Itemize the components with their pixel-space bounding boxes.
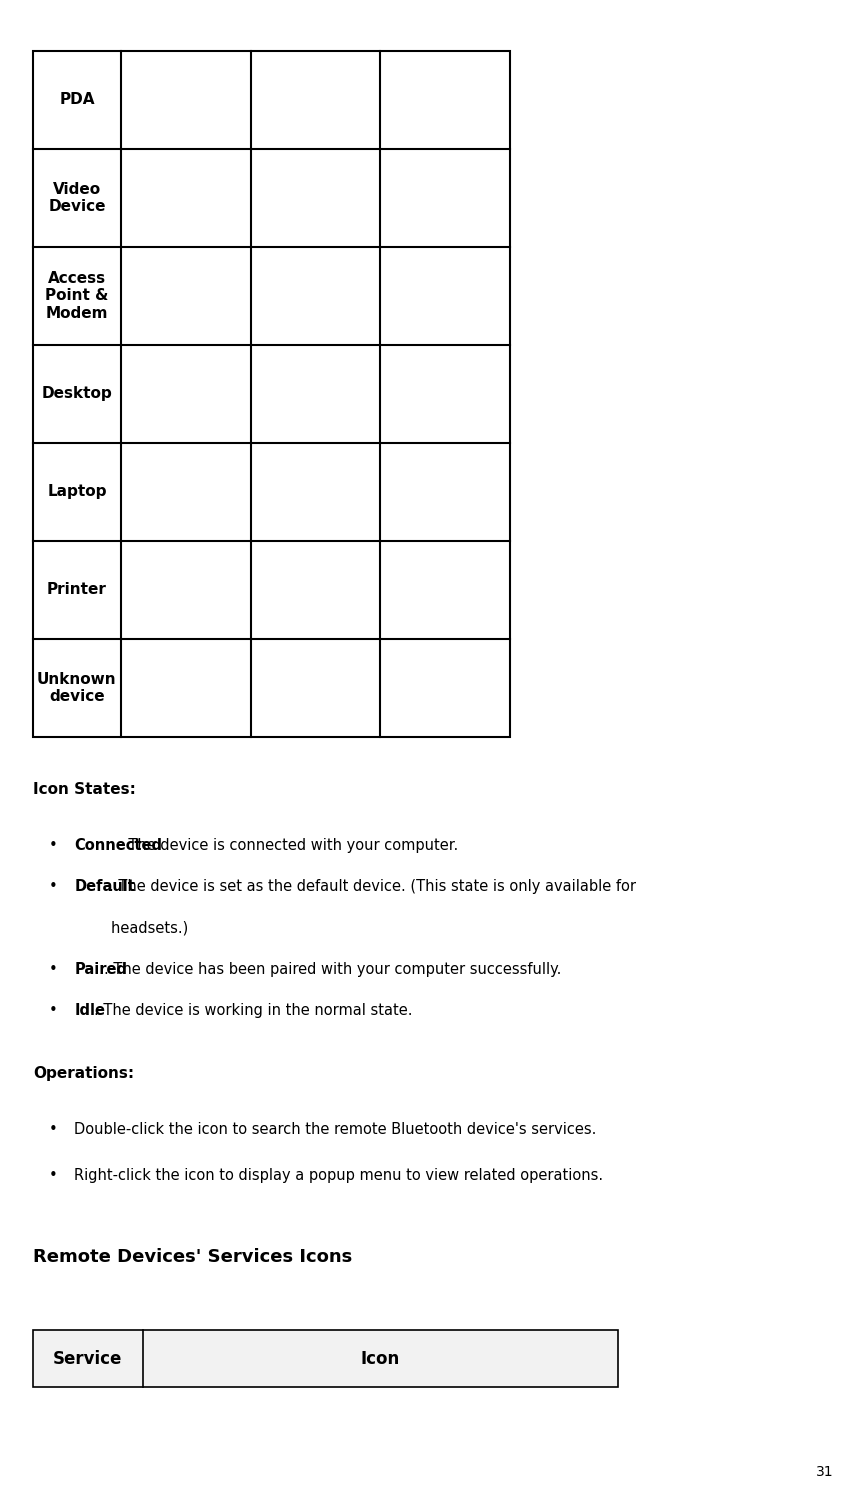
Text: Right-click the icon to display a popup menu to view related operations.: Right-click the icon to display a popup … [74, 1168, 603, 1183]
Text: Printer: Printer [47, 583, 107, 598]
Text: . The device has been paired with your computer successfully.: . The device has been paired with your c… [105, 962, 562, 977]
Text: •: • [48, 1004, 57, 1019]
Text: Idle: Idle [74, 1004, 105, 1019]
Bar [33, 1330, 618, 1387]
Text: Icon States:: Icon States: [33, 782, 136, 797]
Text: Default: Default [74, 879, 135, 894]
Text: Service: Service [53, 1350, 123, 1368]
Text: •: • [48, 1168, 57, 1183]
Text: Connected: Connected [74, 837, 162, 852]
Text: . The device is connected with your computer.: . The device is connected with your comp… [119, 837, 459, 852]
Text: Remote Devices' Services Icons: Remote Devices' Services Icons [33, 1248, 353, 1266]
Text: •: • [48, 962, 57, 977]
Text: PDA: PDA [59, 93, 95, 108]
Text: Desktop: Desktop [41, 386, 112, 401]
Text: Video
Device: Video Device [48, 181, 105, 214]
Text: •: • [48, 837, 57, 852]
Text: 31: 31 [816, 1465, 834, 1479]
Text: •: • [48, 1122, 57, 1137]
Bar [33, 51, 510, 737]
Text: Access
Point &
Modem: Access Point & Modem [45, 271, 109, 321]
Text: . The device is set as the default device. (This state is only available for: . The device is set as the default devic… [110, 879, 637, 894]
Text: Unknown
device: Unknown device [37, 671, 117, 704]
Text: headsets.): headsets.) [74, 920, 188, 935]
Text: Icon: Icon [360, 1350, 400, 1368]
Text: Operations:: Operations: [33, 1067, 134, 1082]
Text: Laptop: Laptop [48, 484, 106, 499]
Text: Paired: Paired [74, 962, 127, 977]
Text: Double-click the icon to search the remote Bluetooth device's services.: Double-click the icon to search the remo… [74, 1122, 597, 1137]
Text: •: • [48, 879, 57, 894]
Text: . The device is working in the normal state.: . The device is working in the normal st… [94, 1004, 413, 1019]
